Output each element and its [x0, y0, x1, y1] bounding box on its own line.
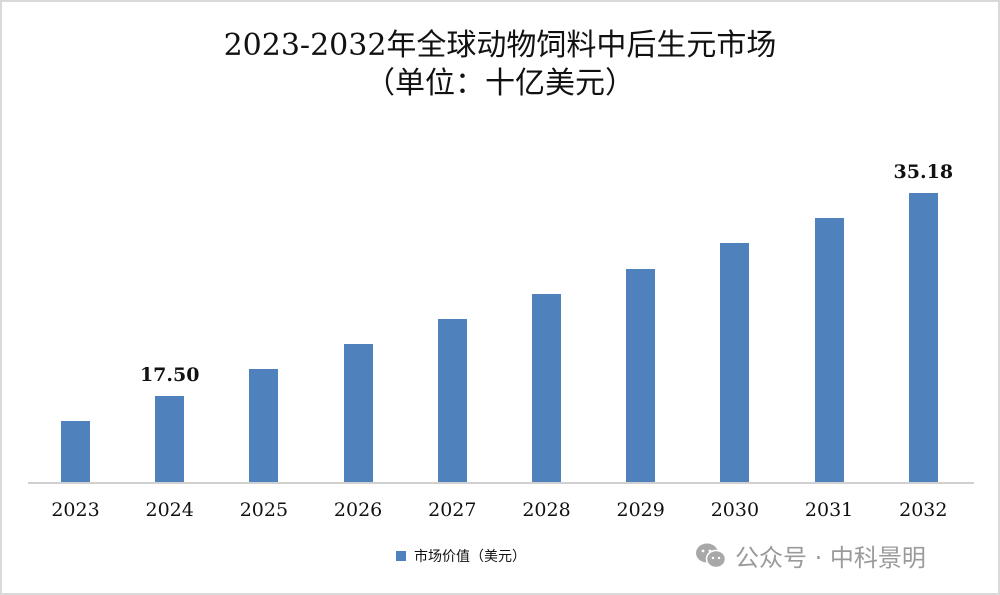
- x-tick-label: 2031: [804, 499, 854, 521]
- chart-subtitle: （单位：十亿美元）: [365, 66, 635, 101]
- x-tick-label: 2030: [710, 499, 760, 521]
- x-tick-label: 2025: [239, 499, 289, 521]
- x-tick-label: 2028: [522, 499, 571, 521]
- bar-2024: [155, 395, 185, 482]
- x-tick-label: 2024: [145, 499, 194, 521]
- x-tick-label: 2027: [428, 499, 477, 521]
- legend-swatch: [396, 551, 406, 561]
- x-tick-label: 2026: [333, 499, 383, 521]
- watermark: 公众号 · 中科景明: [695, 538, 926, 573]
- legend: 市场价值（美元）: [396, 546, 526, 566]
- bar-2028: [532, 294, 561, 482]
- bar-2025: [249, 368, 279, 482]
- x-tick-label: 2023: [51, 499, 100, 521]
- data-label: 35.18: [893, 161, 954, 183]
- x-axis-line: [28, 482, 974, 484]
- bar-2027: [437, 318, 467, 482]
- wechat-icon: [695, 542, 727, 570]
- bar-2030: [720, 242, 750, 482]
- bar-2023: [61, 420, 90, 482]
- bar-2031: [814, 218, 844, 482]
- bar-2029: [626, 268, 656, 482]
- x-tick-label: 2032: [899, 499, 948, 521]
- bar-2032: [908, 193, 938, 482]
- bar-2026: [343, 343, 373, 482]
- chart-title: 2023-2032年全球动物饲料中后生元市场: [223, 28, 777, 63]
- legend-label: 市场价值（美元）: [414, 549, 526, 565]
- watermark-text: 公众号 · 中科景明: [735, 544, 926, 572]
- data-label: 17.50: [139, 363, 200, 386]
- x-tick-label: 2029: [616, 499, 665, 521]
